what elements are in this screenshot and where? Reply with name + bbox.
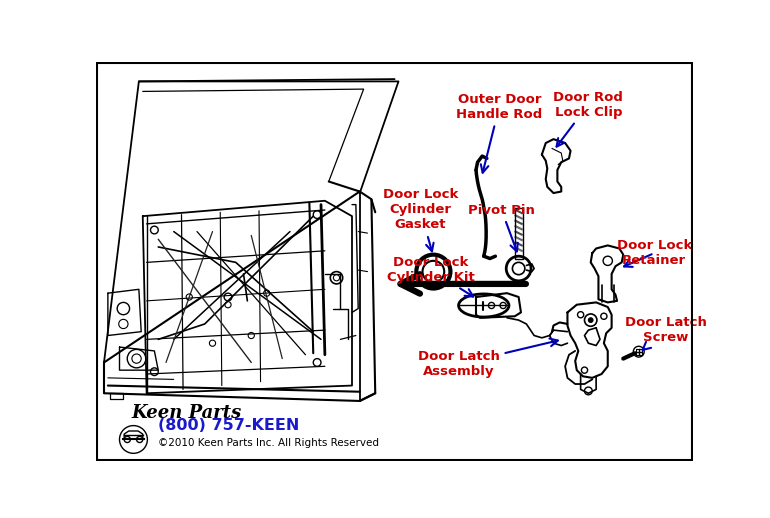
Text: Door Lock
Retainer: Door Lock Retainer <box>617 239 692 267</box>
Circle shape <box>588 318 593 322</box>
Text: Door Latch
Assembly: Door Latch Assembly <box>418 339 557 378</box>
Text: Keen Parts: Keen Parts <box>131 404 241 422</box>
Text: (800) 757-KEEN: (800) 757-KEEN <box>159 418 300 433</box>
Text: Pivot Pin: Pivot Pin <box>468 204 535 251</box>
Text: Door Rod
Lock Clip: Door Rod Lock Clip <box>554 91 623 147</box>
Text: Door Lock
Cylinder Kit: Door Lock Cylinder Kit <box>387 256 475 297</box>
Text: Outer Door
Handle Rod: Outer Door Handle Rod <box>456 93 542 172</box>
Text: ©2010 Keen Parts Inc. All Rights Reserved: ©2010 Keen Parts Inc. All Rights Reserve… <box>159 438 380 448</box>
Text: Door Latch
Screw: Door Latch Screw <box>625 316 707 350</box>
Text: Door Lock
Cylinder
Gasket: Door Lock Cylinder Gasket <box>383 189 458 251</box>
